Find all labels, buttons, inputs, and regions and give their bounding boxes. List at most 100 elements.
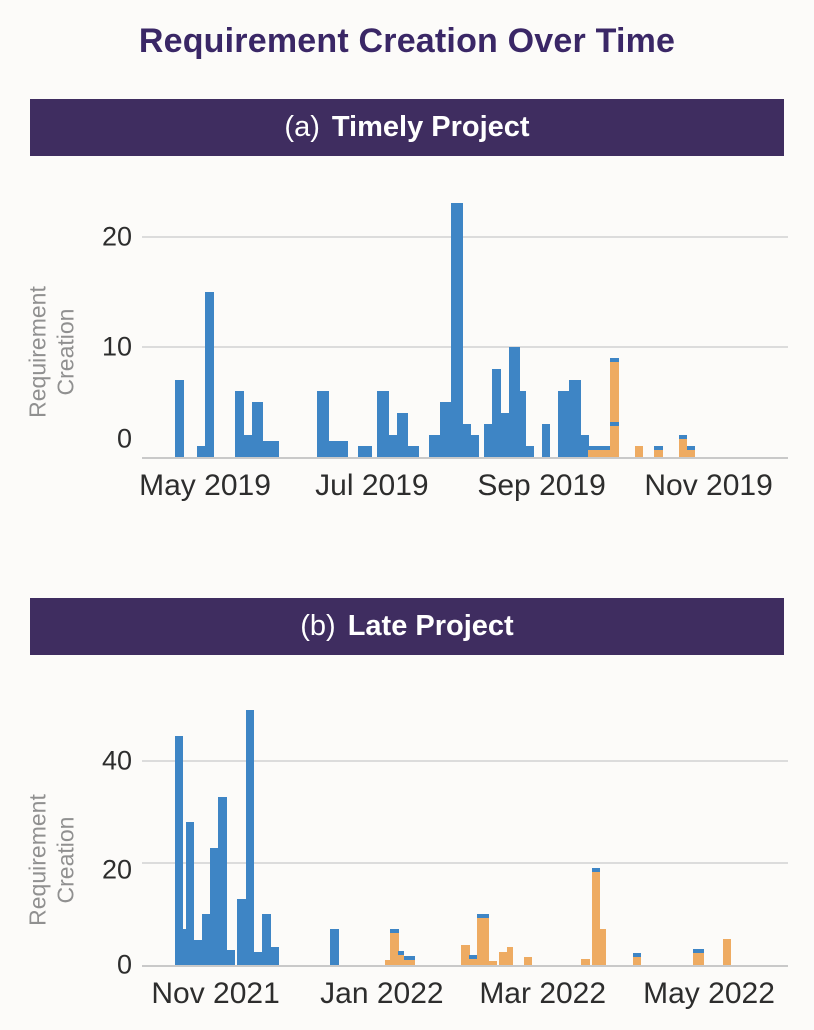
bar: [330, 929, 339, 965]
y-tick-label: 20: [101, 854, 132, 885]
bar-blue-cap: [469, 954, 478, 959]
y-axis-title-line2: Creation: [52, 816, 78, 904]
bar: [226, 949, 236, 965]
bar: [396, 412, 409, 457]
bar: [193, 939, 203, 965]
bar: [251, 401, 263, 457]
bar-blue-mark: [610, 421, 619, 426]
bar: [470, 435, 480, 457]
bar: [390, 929, 399, 965]
x-tick-label: Jan 2022: [320, 977, 444, 1010]
bar: [205, 291, 214, 457]
bar: [429, 435, 441, 457]
bar: [174, 379, 184, 457]
bar: [580, 958, 590, 965]
bar-blue-cap: [692, 948, 705, 953]
bar: [500, 412, 510, 457]
bar: [484, 423, 493, 457]
bar: [692, 948, 705, 965]
bar: [722, 938, 732, 965]
bar: [174, 735, 184, 965]
bar: [523, 956, 533, 965]
bar: [460, 944, 470, 965]
y-axis-title-line1: Requirement: [24, 286, 51, 418]
bar: [403, 955, 416, 965]
y-tick-label: 40: [101, 745, 132, 776]
y-tick-label: 10: [101, 331, 132, 362]
plot-area: [142, 188, 788, 459]
panel-title-timely-project: Timely Project: [331, 111, 530, 143]
bar-blue-cap: [403, 955, 416, 960]
panel-banner-timely-project: (a) Timely Project: [30, 99, 784, 156]
bar: [196, 446, 206, 457]
bar-blue-cap: [678, 435, 688, 439]
x-tick-label: Nov 2021: [151, 977, 280, 1010]
page-title: Requirement Creation Over Time: [138, 22, 676, 60]
y-axis-title-line2: Creation: [52, 308, 78, 396]
bar: [377, 390, 389, 457]
bar: [262, 440, 280, 457]
bar: [610, 357, 619, 457]
bar: [488, 960, 497, 965]
bar-blue-cap: [390, 929, 399, 934]
bar: [407, 446, 419, 457]
bar: [451, 203, 463, 457]
bar: [384, 960, 391, 965]
x-tick-label: Mar 2022: [479, 977, 607, 1010]
bar: [358, 446, 373, 457]
gridline-y-20: [142, 862, 788, 865]
bar: [519, 390, 526, 457]
bar: [599, 929, 606, 965]
panel-label-b: (b): [300, 610, 336, 642]
y-tick-label: 20: [101, 221, 132, 251]
bar-blue-cap: [610, 357, 619, 362]
bar: [261, 914, 271, 965]
bar: [591, 868, 601, 965]
bar: [202, 914, 211, 965]
bar: [686, 446, 696, 457]
bar: [653, 446, 663, 457]
bar: [328, 440, 348, 457]
bar: [634, 446, 644, 457]
bar: [580, 435, 589, 457]
bar: [678, 435, 688, 457]
bar: [462, 423, 472, 457]
panel-title-late-project: Late Project: [347, 610, 514, 642]
bar: [218, 796, 228, 965]
bar: [492, 368, 502, 457]
bar: [541, 423, 551, 457]
y-axis-title: Requirement Creation: [24, 286, 79, 418]
bar: [182, 929, 187, 965]
bar: [477, 914, 489, 965]
bar: [507, 947, 514, 965]
x-axis-line: [142, 457, 788, 459]
x-tick-label: May 2019: [139, 469, 271, 502]
bar-blue-cap: [632, 953, 642, 958]
bar-blue-cap: [477, 914, 489, 918]
bar: [588, 446, 611, 457]
bar: [270, 947, 279, 965]
bar: [525, 446, 534, 457]
bar: [210, 847, 219, 965]
bar: [245, 710, 255, 965]
gridline-y-10: [142, 345, 788, 348]
x-tick-label: May 2022: [643, 977, 775, 1010]
y-axis-title-line1: Requirement: [24, 794, 51, 926]
y-tick-label: 0: [116, 949, 132, 980]
panel-banner-late-project: (b) Late Project: [30, 598, 784, 655]
bar-blue-cap: [686, 446, 696, 450]
bar: [508, 346, 521, 457]
bar-blue-cap: [591, 868, 601, 873]
bar: [317, 390, 329, 457]
x-tick-label: Sep 2019: [477, 469, 606, 502]
bar: [558, 390, 570, 457]
bar: [253, 952, 263, 965]
plot-area: [142, 700, 788, 967]
bar-blue-cap: [588, 446, 611, 450]
bar: [440, 401, 452, 457]
bar-blue-cap: [653, 446, 663, 450]
panel-label-a: (a): [284, 111, 320, 143]
bar: [398, 950, 405, 965]
x-axis-line: [142, 965, 788, 967]
